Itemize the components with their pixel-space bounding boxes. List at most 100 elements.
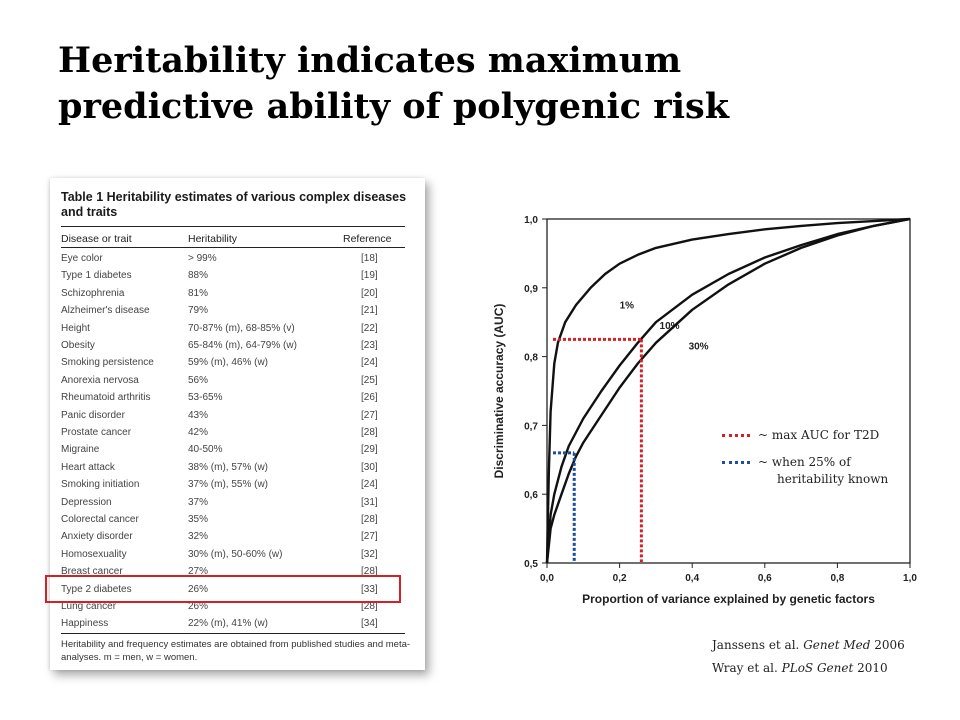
heritability-table-panel: Table 1 Heritability estimates of variou… <box>50 178 425 670</box>
cell-heritability: 65-84% (m), 64-79% (w) <box>188 340 297 351</box>
citation-janssens-authors: Janssens et al. <box>712 638 800 652</box>
citation-wray-year: 2010 <box>857 661 888 675</box>
citation-janssens: Janssens et al. Genet Med 2006 <box>712 638 905 652</box>
table-row: Eye color > 99% [18] <box>61 250 405 268</box>
legend-blue-label-line-1: ~ when 25% of <box>758 455 851 469</box>
cell-disease: Breast cancer <box>61 566 123 578</box>
cell-disease: Anxiety disorder <box>61 531 133 543</box>
y-tick-label: 0,8 <box>524 353 538 364</box>
column-header-heritability: Heritability <box>188 233 238 245</box>
y-tick-label: 0,5 <box>524 559 538 570</box>
cell-reference: [26] <box>361 392 378 404</box>
cell-heritability: 59% (m), 46% (w) <box>188 357 269 369</box>
cell-heritability: > 99% <box>188 253 217 264</box>
table-row: Smoking persistence 59% (m), 46% (w) [24] <box>61 354 405 372</box>
cell-heritability: 38% (m), 57% (w) <box>188 461 269 473</box>
cell-heritability: 26% <box>188 583 209 595</box>
slide-title: Heritability indicates maximum predictiv… <box>58 38 918 130</box>
cell-reference: [24] <box>361 357 378 369</box>
x-tick-label: 0,6 <box>758 573 772 584</box>
cell-reference: [33] <box>361 583 378 595</box>
table-row: Breast cancer 27% [28] <box>61 563 405 581</box>
cell-disease: Heart attack <box>61 461 115 473</box>
citation-wray: Wray et al. PLoS Genet 2010 <box>712 661 888 675</box>
curve-label: 30% <box>689 342 709 353</box>
cell-heritability: 30% (m), 50-60% (w) <box>188 548 283 560</box>
table-row: Type 2 diabetes 26% [33] <box>61 581 405 599</box>
y-tick-label: 1,0 <box>524 215 538 226</box>
table-row: Type 1 diabetes 88% [19] <box>61 267 405 285</box>
plot-frame <box>546 218 911 564</box>
cell-reference: [27] <box>361 531 378 543</box>
cell-reference: [20] <box>361 287 378 299</box>
curve-30pct <box>545 217 911 564</box>
cell-reference: [28] <box>361 514 378 525</box>
table-row: Depression 37% [31] <box>61 494 405 512</box>
cell-heritability: 43% <box>188 409 209 421</box>
cell-heritability: 56% <box>188 374 209 386</box>
table-row: Anorexia nervosa 56% [25] <box>61 372 405 390</box>
legend-blue-dash <box>722 461 750 464</box>
cell-reference: [32] <box>361 548 378 560</box>
cell-heritability: 40-50% <box>188 444 223 456</box>
cell-reference: [25] <box>361 374 378 386</box>
table-row: Panic disorder 43% [27] <box>61 407 405 425</box>
cell-disease: Smoking initiation <box>61 479 140 491</box>
slide-title-line-1: Heritability indicates maximum <box>58 40 682 81</box>
cell-heritability: 32% <box>188 531 209 543</box>
slide-title-line-2: predictive ability of polygenic risk <box>58 86 729 127</box>
table-top-rule <box>61 226 405 227</box>
cell-reference: [19] <box>361 270 378 282</box>
cell-heritability: 81% <box>188 287 209 299</box>
cell-disease: Rheumatoid arthritis <box>61 392 151 404</box>
x-tick-label: 0,8 <box>830 573 844 584</box>
cell-reference: [31] <box>361 496 378 508</box>
table-row: Migraine 40-50% [29] <box>61 441 405 459</box>
cell-disease: Homosexuality <box>61 548 127 560</box>
x-tick-label: 0,2 <box>613 573 627 584</box>
cell-disease: Lung cancer <box>61 601 117 612</box>
cell-disease: Height <box>61 322 90 334</box>
cell-heritability: 88% <box>188 270 209 282</box>
column-header-reference: Reference <box>343 233 392 245</box>
cell-heritability: 35% <box>188 514 209 525</box>
type-2-diabetes-highlight <box>45 575 401 603</box>
cell-reference: [28] <box>361 427 378 438</box>
cell-disease: Schizophrenia <box>61 287 125 299</box>
cell-heritability: 53-65% <box>188 392 223 404</box>
cell-reference: [18] <box>361 253 378 264</box>
citation-janssens-year: 2006 <box>874 638 905 652</box>
cell-heritability: 42% <box>188 427 209 438</box>
cell-reference: [28] <box>361 601 378 612</box>
table-caption-number: Table 1 <box>61 190 104 204</box>
cell-reference: [21] <box>361 305 378 317</box>
table-row: Schizophrenia 81% [20] <box>61 285 405 303</box>
table-row: Homosexuality 30% (m), 50-60% (w) [32] <box>61 546 405 564</box>
y-tick-label: 0,7 <box>524 421 538 432</box>
auc-chart: 0,0 0,2 0,4 0,6 0,8 1,0 0,5 0,6 0,7 0,8 0,9 1,0 Prop… <box>492 215 917 606</box>
x-tick-label: 0,4 <box>685 573 699 584</box>
table-row: Rheumatoid arthritis 53-65% [26] <box>61 389 405 407</box>
table-row: Smoking initiation 37% (m), 55% (w) [24] <box>61 476 405 494</box>
cell-disease: Depression <box>61 496 112 508</box>
cell-disease: Alzheimer's disease <box>61 305 150 317</box>
curve-10pct <box>545 217 911 564</box>
legend-blue-label-line-2: heritability known <box>777 472 889 486</box>
cell-disease: Type 2 diabetes <box>61 583 132 595</box>
table-row: Alzheimer's disease 79% [21] <box>61 302 405 320</box>
table-row: Heart attack 38% (m), 57% (w) [30] <box>61 459 405 477</box>
cell-disease: Obesity <box>61 340 95 351</box>
y-tick-label: 0,6 <box>524 490 538 501</box>
y-tick-label: 0,9 <box>524 284 538 295</box>
legend-red-label: ~ max AUC for T2D <box>758 428 880 442</box>
curve-1pct <box>545 217 911 564</box>
column-header-disease: Disease or trait <box>61 233 132 245</box>
cell-reference: [24] <box>361 479 378 491</box>
cell-reference: [30] <box>361 461 378 473</box>
citation-wray-journal: PLoS Genet <box>781 661 854 675</box>
legend-red-dash <box>722 434 750 437</box>
y-axis-label: Discriminative accuracy (AUC) <box>492 304 506 479</box>
cell-reference: [28] <box>361 566 378 578</box>
cell-disease: Type 1 diabetes <box>61 270 132 282</box>
citation-janssens-journal: Genet Med <box>803 638 871 652</box>
